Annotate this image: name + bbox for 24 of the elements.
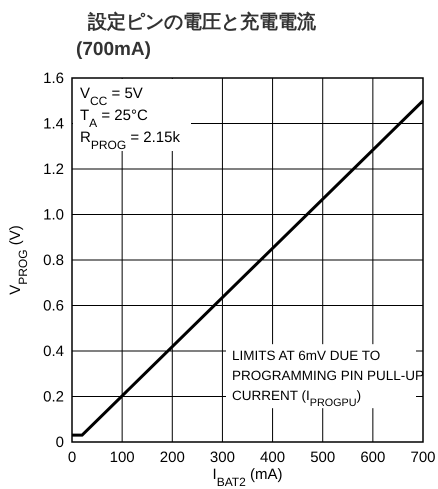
chart-title: 設定ピンの電圧と充電電流 [87, 11, 317, 33]
x-tick-label: 700 [410, 449, 436, 466]
y-tick-label: 1.2 [43, 161, 64, 178]
y-tick-label: 0.6 [43, 298, 64, 314]
x-tick-label: 400 [260, 449, 286, 466]
y-tick-label: 1.6 [43, 70, 64, 87]
annotation: LIMITS AT 6mV DUE TO PROGRAMMING PIN PULL-UP CURRENT (I$_{PROGPU}$) [232, 348, 424, 410]
y-tick-label: 0.8 [43, 252, 64, 269]
y-tick-label: 0.4 [43, 343, 64, 360]
x-tick-label: 500 [310, 449, 336, 466]
annotation: T$_{A}$ = 25°C [80, 107, 148, 130]
y-tick-label: 0.2 [43, 388, 64, 406]
chart-subtitle: (700mA) [76, 39, 151, 60]
y-tick-label: 1.4 [43, 116, 64, 132]
x-axis-title: I$_{BAT2}$ (mA) [212, 466, 282, 489]
x-tick-label: 0 [68, 449, 76, 466]
y-tick-label: 1.0 [43, 206, 64, 224]
annotation: V$_{CC}$ = 5V [80, 85, 143, 108]
annotation: R$_{PROG}$ = 2.15k [80, 129, 180, 152]
x-tick-label: 100 [110, 449, 135, 466]
y-tick-label: 0 [56, 434, 64, 451]
x-tick-label: 300 [210, 449, 235, 466]
x-tick-label: 600 [360, 449, 386, 466]
x-tick-label: 200 [160, 449, 185, 466]
